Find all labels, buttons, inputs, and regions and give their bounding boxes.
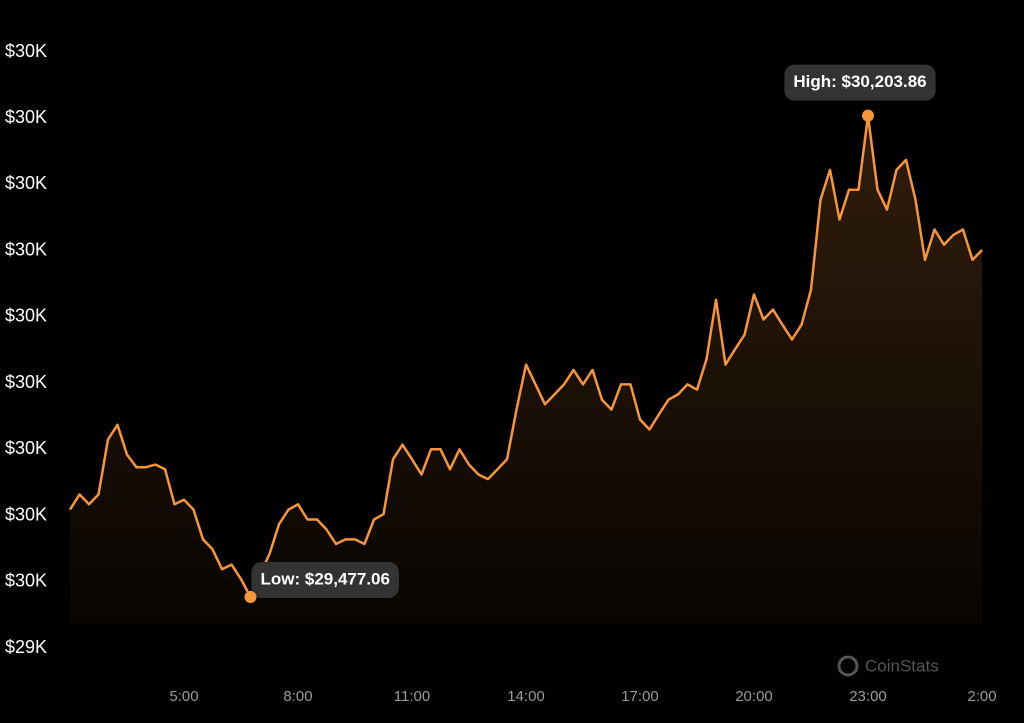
x-tick-label: 11:00 — [394, 688, 430, 705]
data-label-box — [251, 561, 399, 598]
data-label: High: $30,203.86 — [793, 72, 926, 91]
line — [68, 114, 983, 599]
x-tick-label: 8:00 — [283, 688, 312, 705]
data-label: Low: $29,477.06 — [261, 569, 390, 588]
x-tick-label: 14:00 — [507, 688, 545, 705]
y-tick-label: $29K — [5, 637, 47, 657]
y-tick-label: $30K — [5, 571, 47, 591]
data-point — [244, 590, 257, 603]
y-tick-label: $30K — [5, 306, 47, 326]
y-tick-label: $30K — [5, 438, 47, 458]
y-tick-label: $30K — [5, 504, 47, 524]
x-tick-label: 23:00 — [849, 688, 887, 705]
data-label-group: Low: $29,477.06 — [251, 561, 399, 598]
watermark-group: CoinStats — [837, 655, 939, 677]
y-tick-label: $30K — [5, 239, 47, 259]
x-tick-label: 5:00 — [169, 688, 198, 705]
watermark: CoinStats — [865, 656, 939, 675]
data-label-box — [784, 64, 936, 101]
x-tick-label: 2:00 — [967, 688, 996, 705]
x-tick-label: 20:00 — [735, 688, 773, 705]
y-tick-label: $30K — [5, 173, 47, 193]
y-tick-label: $30K — [5, 107, 47, 127]
watermark-icon — [837, 655, 859, 677]
data-point — [862, 109, 874, 122]
x-tick-label: 17:00 — [621, 688, 659, 705]
y-tick-label: $30K — [5, 372, 47, 392]
y-tick-label: $30K — [5, 41, 47, 61]
data-label-group: High: $30,203.86 — [784, 64, 936, 101]
